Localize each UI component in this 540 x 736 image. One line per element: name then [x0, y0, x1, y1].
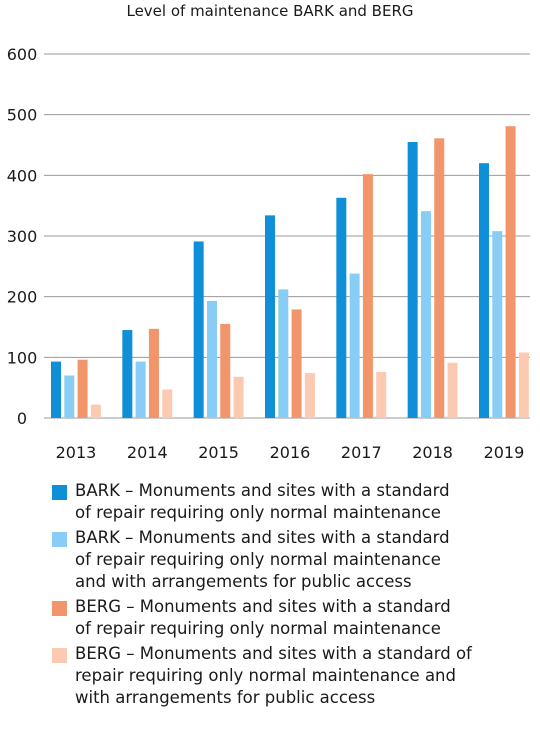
legend-label: BARK – Monuments and sites with a standa… [75, 528, 450, 591]
x-axis-ticks: 2013 2014 2015 2016 2017 2018 2019 [56, 443, 525, 462]
chart-title: Level of maintenance BARK and BERG [126, 2, 414, 20]
x-tick-label: 2018 [412, 443, 453, 462]
bar [278, 289, 289, 418]
bar [206, 300, 217, 418]
bar [77, 359, 88, 418]
bar [336, 197, 347, 418]
x-tick-label: 2015 [198, 443, 239, 462]
bar [135, 361, 146, 418]
legend-swatch [52, 532, 67, 547]
legend-item: BARK – Monuments and sites with a standa… [52, 480, 532, 524]
x-tick-label: 2014 [127, 443, 168, 462]
bar [193, 241, 204, 418]
bar [122, 330, 133, 418]
bar [304, 373, 315, 418]
y-tick-label: 100 [7, 348, 38, 367]
legend-label: BERG – Monuments and sites with a standa… [75, 644, 472, 707]
y-axis-ticks: 0 100 200 300 400 500 600 [7, 45, 38, 428]
legend-item: BERG – Monuments and sites with a standa… [52, 643, 532, 709]
legend-item: BERG – Monuments and sites with a standa… [52, 596, 532, 640]
bar [349, 273, 360, 418]
x-tick-label: 2016 [270, 443, 311, 462]
bar [90, 404, 101, 418]
bar [291, 309, 302, 418]
y-tick-label: 200 [7, 288, 38, 307]
y-tick-label: 500 [7, 106, 38, 125]
x-tick-label: 2017 [341, 443, 382, 462]
bar [478, 163, 489, 418]
bar [518, 352, 529, 418]
legend: BARK – Monuments and sites with a standa… [52, 480, 532, 712]
bar [376, 371, 387, 418]
y-tick-label: 300 [7, 227, 38, 246]
y-tick-label: 0 [17, 409, 27, 428]
legend-swatch [52, 485, 67, 500]
legend-label: BARK – Monuments and sites with a standa… [75, 481, 450, 522]
bar [434, 138, 445, 418]
bar [264, 215, 275, 418]
bar [51, 361, 61, 418]
bar [162, 389, 173, 418]
legend-item: BARK – Monuments and sites with a standa… [52, 527, 532, 593]
bar [220, 323, 231, 418]
bar [420, 211, 431, 418]
bar [64, 375, 75, 418]
legend-label: BERG – Monuments and sites with a standa… [75, 597, 451, 638]
bars [51, 126, 529, 419]
legend-swatch [52, 648, 67, 663]
x-tick-label: 2013 [56, 443, 97, 462]
bar [148, 328, 159, 418]
bar [505, 126, 516, 419]
bar [233, 376, 244, 418]
bar [407, 141, 418, 418]
y-tick-label: 600 [7, 45, 38, 64]
y-tick-label: 400 [7, 166, 38, 185]
bar [447, 362, 458, 418]
bar [362, 174, 373, 418]
bar-chart: 0 100 200 300 400 500 600 2013 2014 2015 2016 2017… [7, 45, 530, 462]
legend-swatch [52, 601, 67, 616]
x-tick-label: 2019 [484, 443, 525, 462]
bar [492, 231, 503, 418]
